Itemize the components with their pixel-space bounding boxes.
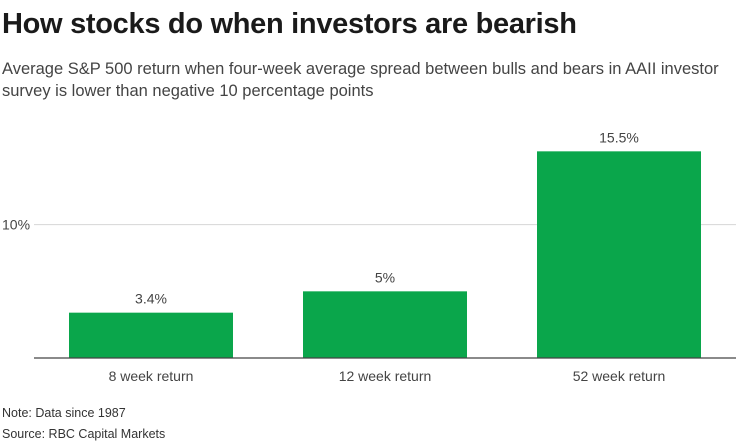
- bar-chart: 10% 3.4% 8 week return 5% 12 week return 15.5…: [2, 129, 736, 384]
- bar: [537, 151, 701, 358]
- bar: [303, 291, 467, 358]
- chart-subtitle: Average S&P 500 return when four-week av…: [2, 60, 719, 100]
- chart-source: Source: RBC Capital Markets: [2, 427, 166, 441]
- chart-title: How stocks do when investors are bearish: [2, 8, 577, 40]
- y-tick-label: 10%: [2, 217, 30, 233]
- category-label: 12 week return: [339, 368, 432, 384]
- data-label: 15.5%: [599, 129, 639, 145]
- category-label: 8 week return: [109, 368, 194, 384]
- bar: [69, 312, 233, 358]
- data-label: 5%: [375, 269, 395, 285]
- chart-note: Note: Data since 1987: [2, 406, 126, 420]
- data-label: 3.4%: [135, 291, 167, 307]
- category-label: 52 week return: [573, 368, 666, 384]
